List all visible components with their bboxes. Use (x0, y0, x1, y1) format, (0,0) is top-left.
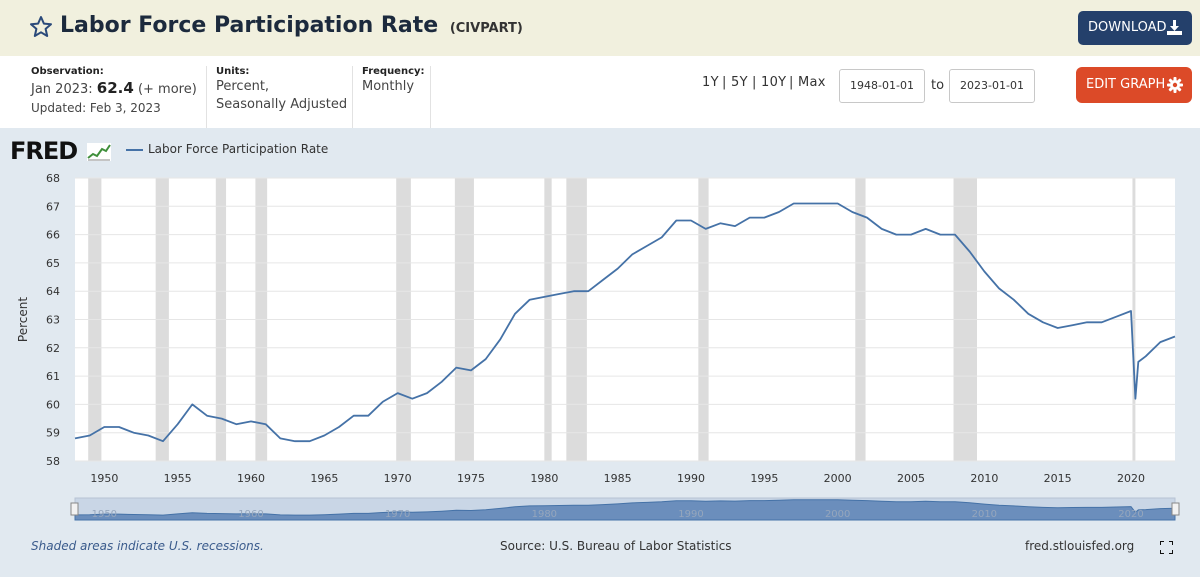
observation-label: Observation: (31, 66, 104, 77)
x-tick-label: 2020 (1117, 472, 1145, 485)
observation-date: Jan 2023: (31, 82, 93, 97)
y-tick-label: 61 (46, 370, 60, 383)
navigator-handle-right[interactable] (1171, 502, 1180, 516)
to-label: to (931, 78, 945, 93)
units-block: Units: Percent, Seasonally Adjusted (216, 66, 347, 114)
series-title: Labor Force Participation Rate (60, 13, 439, 38)
x-tick-label: 1960 (237, 472, 265, 485)
series-line (74, 202, 1176, 443)
fred-logo-text: FRED (10, 137, 78, 165)
y-tick-label: 66 (46, 229, 60, 242)
x-tick-label: 1965 (310, 472, 338, 485)
x-tick-label: 1995 (750, 472, 778, 485)
units-line2: Seasonally Adjusted (216, 97, 348, 112)
gear-icon (1167, 77, 1183, 93)
line-chart[interactable]: 58 59 60 61 62 63 64 65 66 67 68 1950 1955 1960 1965 19… (0, 160, 1200, 530)
observation-block: Observation: Jan 2023: 62.4 (+ more) Upd… (31, 66, 197, 117)
divider (206, 66, 207, 128)
units-label: Units: (216, 66, 250, 77)
x-tick-label: 1985 (604, 472, 632, 485)
edit-graph-button[interactable]: EDIT GRAPH (1076, 67, 1192, 103)
navigator-tick-label: 1960 (238, 509, 263, 520)
edit-graph-label: EDIT GRAPH (1086, 77, 1166, 92)
download-label: DOWNLOAD (1088, 20, 1167, 35)
download-button[interactable]: DOWNLOAD (1078, 11, 1192, 45)
title-bar: Labor Force Participation Rate (CIVPART)… (0, 0, 1200, 56)
y-tick-label: 67 (46, 200, 60, 213)
x-tick-label: 2005 (897, 472, 925, 485)
range-separator: | (752, 75, 757, 90)
frequency-label: Frequency: (362, 66, 425, 77)
fred-chart-icon (86, 143, 111, 161)
navigator-tick-label: 1970 (385, 509, 410, 520)
divider (352, 66, 353, 128)
download-icon (1167, 20, 1182, 35)
site-link[interactable]: fred.stlouisfed.org (1025, 539, 1135, 553)
source-text: Source: U.S. Bureau of Labor Statistics (500, 539, 732, 553)
y-tick-label: 65 (46, 257, 60, 270)
range-5y-link[interactable]: 5Y (731, 75, 748, 90)
navigator-tick-label: 1950 (92, 509, 117, 520)
end-date-input[interactable]: 2023-01-01 (949, 69, 1035, 103)
x-tick-label: 2015 (1044, 472, 1072, 485)
fred-logo: FRED (10, 137, 111, 165)
x-tick-label: 1950 (90, 472, 118, 485)
range-10y-link[interactable]: 10Y (761, 75, 787, 90)
range-separator: | (789, 75, 794, 90)
navigator-tick-label: 2010 (972, 509, 997, 520)
x-tick-label: 1990 (677, 472, 705, 485)
frequency-value: Monthly (362, 79, 415, 94)
navigator-tick-label: 2000 (825, 509, 850, 520)
y-tick-label: 59 (46, 427, 60, 440)
legend-swatch (126, 149, 143, 151)
units-line1: Percent, (216, 79, 270, 94)
x-tick-label: 2000 (824, 472, 852, 485)
navigator-tick-label: 1990 (678, 509, 703, 520)
y-tick-label: 62 (46, 342, 60, 355)
observation-more-link[interactable]: (+ more) (137, 82, 197, 97)
start-date-input[interactable]: 1948-01-01 (839, 69, 925, 103)
page-title: Labor Force Participation Rate (CIVPART) (60, 13, 523, 38)
navigator-tick-label: 2020 (1118, 509, 1143, 520)
y-tick-label: 58 (46, 455, 60, 468)
frequency-block: Frequency: Monthly (362, 66, 425, 96)
range-1y-link[interactable]: 1Y (702, 75, 719, 90)
x-tick-label: 1970 (384, 472, 412, 485)
star-icon[interactable] (29, 15, 53, 39)
y-axis-label: Percent (16, 297, 30, 342)
x-tick-label: 1980 (530, 472, 558, 485)
legend-label: Labor Force Participation Rate (148, 142, 329, 156)
observation-value: 62.4 (96, 79, 134, 97)
x-tick-label: 1975 (457, 472, 485, 485)
recession-note: Shaded areas indicate U.S. recessions. (31, 539, 264, 553)
y-tick-label: 64 (46, 285, 60, 298)
y-tick-label: 60 (46, 398, 60, 411)
x-tick-label: 2010 (970, 472, 998, 485)
series-id: (CIVPART) (449, 21, 523, 36)
observation-line: Jan 2023: 62.4 (+ more) (31, 79, 197, 99)
y-tick-label: 68 (46, 172, 60, 185)
updated-date: Updated: Feb 3, 2023 (31, 101, 161, 115)
range-separator: | (722, 75, 727, 90)
navigator-handle-left[interactable] (70, 502, 79, 516)
range-max-link[interactable]: Max (798, 75, 826, 90)
x-tick-label: 1955 (164, 472, 192, 485)
y-tick-label: 63 (46, 314, 60, 327)
fullscreen-icon[interactable] (1160, 541, 1173, 554)
navigator-series (74, 499, 1176, 521)
divider (430, 66, 431, 128)
navigator-tick-label: 1980 (532, 509, 557, 520)
